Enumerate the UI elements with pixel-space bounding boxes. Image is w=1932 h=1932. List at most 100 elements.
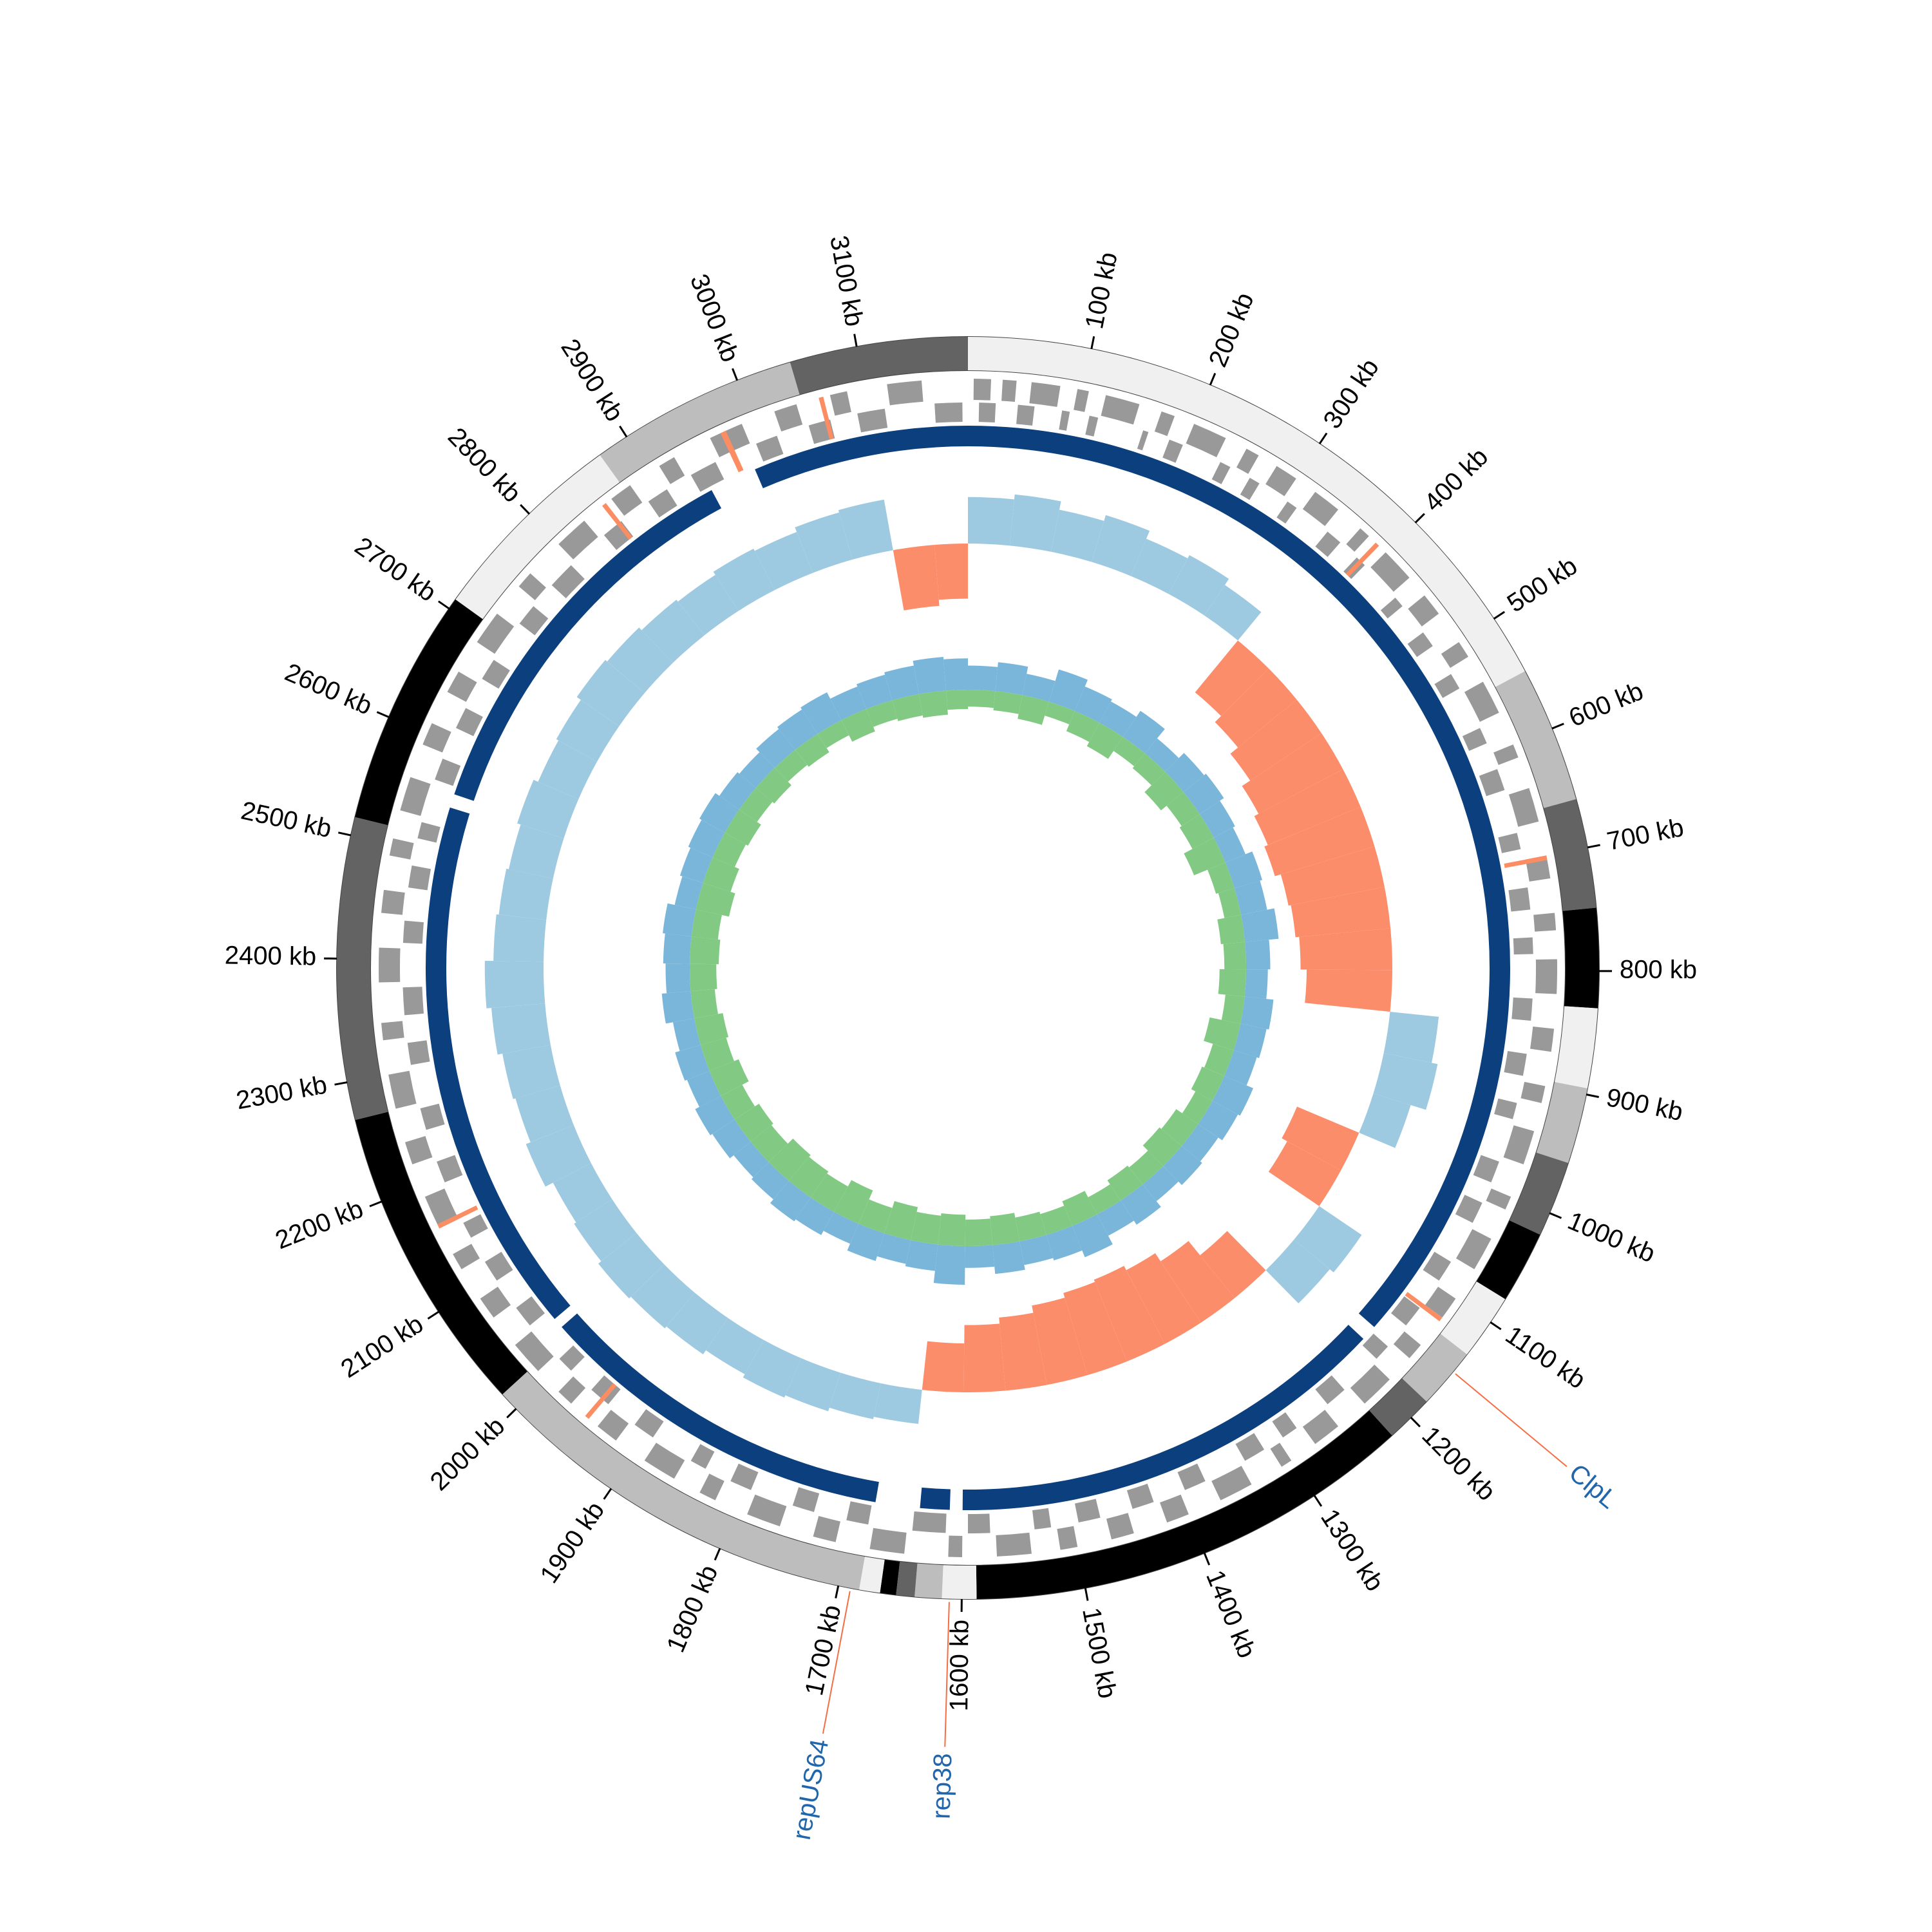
tick-mark xyxy=(1203,1553,1211,1566)
tick-mark xyxy=(732,368,739,381)
gc-bar xyxy=(1018,695,1049,725)
tick-mark xyxy=(1318,432,1328,445)
gc-bar xyxy=(768,1139,811,1181)
tick-mark xyxy=(1549,1212,1562,1219)
skew-bar xyxy=(1200,1231,1266,1298)
gc-bar xyxy=(688,820,725,858)
gene xyxy=(447,671,477,702)
gene xyxy=(934,402,963,423)
tick-mark xyxy=(376,711,390,718)
gene xyxy=(1493,744,1519,765)
gene xyxy=(1486,1188,1511,1210)
gc-bar xyxy=(690,936,721,965)
skew-bar xyxy=(1091,515,1150,576)
gene xyxy=(1085,415,1099,437)
gc-bar xyxy=(892,694,923,721)
gene xyxy=(1160,1494,1189,1523)
gc-bar xyxy=(770,1180,811,1222)
gene xyxy=(912,1511,947,1533)
contig xyxy=(355,1112,527,1394)
tick-label: 2800 kb xyxy=(442,422,527,508)
gc-bar xyxy=(755,768,791,804)
gc-bar xyxy=(834,1180,873,1224)
gene xyxy=(437,1155,463,1182)
gene xyxy=(829,391,851,416)
gc-bar xyxy=(712,1119,751,1159)
gene xyxy=(1346,528,1369,552)
gene xyxy=(1302,1410,1339,1444)
gene xyxy=(404,1135,433,1164)
tick-mark xyxy=(1551,723,1564,730)
skew-bar xyxy=(1299,928,1392,971)
skew-bar xyxy=(1126,1253,1201,1344)
gc-bar xyxy=(1179,814,1214,849)
skew-bar xyxy=(829,1372,881,1419)
gene xyxy=(482,659,510,689)
skew-bar xyxy=(508,824,564,879)
gene xyxy=(720,430,744,473)
gene xyxy=(603,521,634,550)
gc-bar xyxy=(1218,888,1242,918)
gc-bar xyxy=(703,857,739,892)
tick-label: 900 kb xyxy=(1604,1083,1685,1126)
gc-bar xyxy=(690,989,719,1019)
gene xyxy=(1057,1526,1078,1550)
skew-bar xyxy=(1230,699,1322,781)
tick-mark xyxy=(1209,373,1217,386)
gc-bar xyxy=(1046,1226,1083,1261)
tick-mark xyxy=(1084,1587,1089,1601)
gc-bar xyxy=(1107,1165,1143,1201)
tick-label: 1000 kb xyxy=(1564,1207,1659,1269)
gene xyxy=(1211,462,1231,484)
tick-label: 1400 kb xyxy=(1200,1566,1261,1662)
gene xyxy=(611,485,643,516)
gene xyxy=(690,1444,715,1469)
tick-mark xyxy=(369,1200,383,1208)
gc-bar xyxy=(724,810,761,846)
gene xyxy=(1407,632,1433,658)
skew-bar xyxy=(630,1264,695,1329)
gc-bar xyxy=(968,690,996,708)
gc-bar xyxy=(1213,827,1245,863)
tick-mark xyxy=(1410,1417,1421,1428)
tick-mark xyxy=(1586,1094,1599,1098)
gc-bar xyxy=(756,728,795,768)
gene xyxy=(846,1501,872,1525)
gene xyxy=(402,920,424,944)
gc-bar xyxy=(691,909,722,940)
gene xyxy=(1370,552,1410,592)
gene xyxy=(388,1070,417,1109)
gene xyxy=(402,987,424,1016)
gc-bar xyxy=(1066,711,1100,743)
gene xyxy=(477,613,515,654)
gene xyxy=(1535,959,1557,994)
gene xyxy=(1498,833,1521,853)
gene xyxy=(381,889,405,915)
gc-bar xyxy=(750,1125,788,1162)
gc-bar xyxy=(1072,1214,1113,1258)
gc-bar xyxy=(1165,753,1204,792)
skew-bar xyxy=(515,1085,574,1142)
skew-bar xyxy=(1032,1297,1088,1385)
skew-bar xyxy=(526,1124,591,1187)
gc-bar xyxy=(990,1213,1020,1245)
gene xyxy=(659,457,685,484)
tick-label: 2700 kb xyxy=(350,532,441,607)
gene xyxy=(978,402,996,423)
annotation-label: rep38 xyxy=(927,1753,958,1820)
gc-bar xyxy=(876,1233,911,1264)
gene xyxy=(1462,728,1487,751)
tick-mark xyxy=(603,1488,612,1500)
skew-bar xyxy=(999,1312,1047,1391)
gene xyxy=(516,1296,545,1326)
skew-bar xyxy=(1282,1106,1359,1171)
contig xyxy=(1476,1220,1540,1300)
tick-label: 1600 kb xyxy=(945,1620,974,1712)
tick-mark xyxy=(853,334,858,347)
gc-bar xyxy=(1022,674,1056,702)
skew-bar xyxy=(1242,733,1343,814)
gene xyxy=(1236,448,1259,474)
tick-label: 600 kb xyxy=(1565,677,1647,732)
gene xyxy=(519,606,549,636)
contig xyxy=(896,1561,918,1597)
